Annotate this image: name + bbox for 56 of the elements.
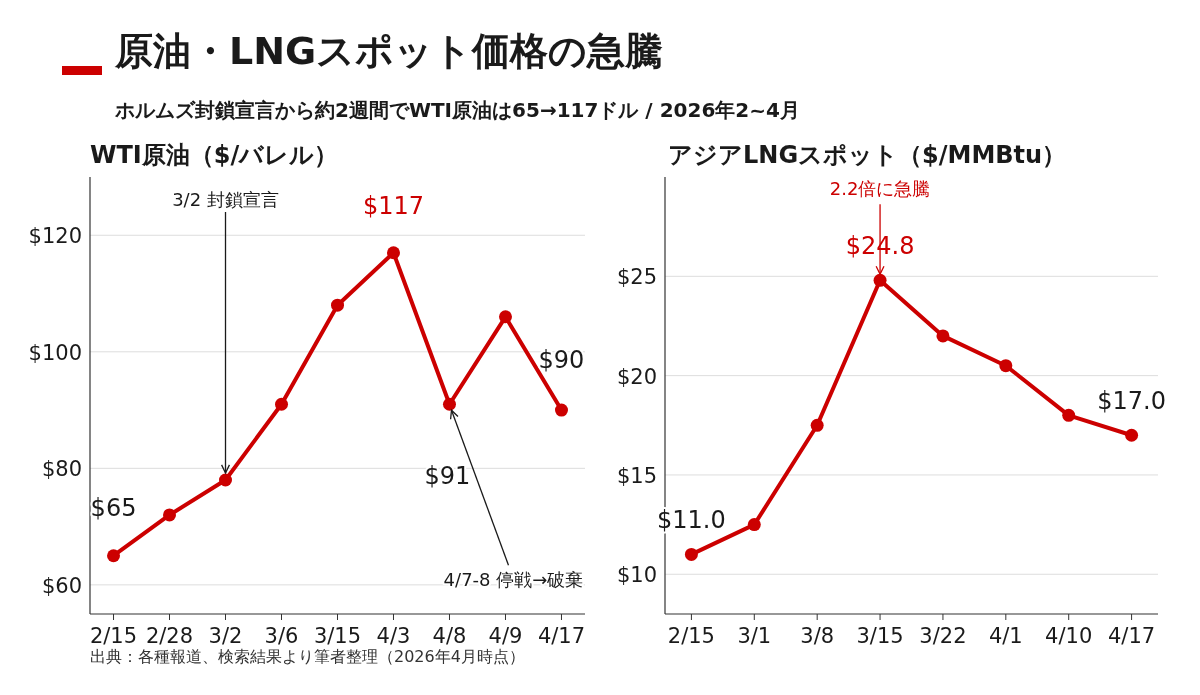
x-tick-label: 3/2 [208, 624, 243, 648]
annotation: $17.0 [1097, 387, 1166, 416]
x-tick-label: 4/17 [1108, 624, 1156, 648]
x-tick-label: 4/3 [376, 624, 411, 648]
x-tick-label: 3/8 [800, 624, 835, 648]
x-tick-label: 3/1 [737, 624, 772, 648]
y-tick-label: $60 [41, 573, 82, 598]
point [936, 329, 950, 343]
point [442, 397, 456, 411]
point [554, 403, 568, 417]
annotation: $91 [424, 462, 471, 491]
point [331, 298, 344, 312]
point [999, 359, 1013, 373]
x-tick-label: 2/28 [145, 624, 194, 648]
source-note: 出典：各種報道、検索結果より筆者整理（2026年4月時点） [90, 647, 525, 666]
y-tick-label: $10 [616, 563, 657, 588]
annotation: $11.0 [657, 506, 726, 535]
x-tick-label: 2/15 [89, 624, 138, 648]
x-tick-label: 3/15 [313, 624, 362, 648]
text: 原油・LNGスポット価格の急騰 [114, 29, 664, 73]
x-tick-label: 4/8 [432, 624, 467, 648]
x-tick-label: 4/9 [488, 624, 523, 648]
point [810, 418, 824, 432]
point [873, 273, 887, 287]
point [684, 547, 698, 561]
x-tick-label: 3/6 [264, 624, 299, 648]
annotation: $90 [538, 346, 585, 375]
point [498, 310, 512, 324]
x-tick-label: 2/15 [667, 624, 715, 648]
chart-title: アジアLNGスポット（$/MMBtu） [668, 141, 1067, 169]
y-tick-label: $100 [28, 340, 82, 365]
annotation: 2.2倍に急騰 [829, 178, 931, 200]
y-tick-label: $120 [28, 224, 82, 249]
annotation: 3/2 封鎖宣言 [172, 188, 279, 210]
annotation: $117 [362, 191, 425, 220]
point [107, 549, 121, 563]
x-tick-label: 4/1 [988, 624, 1023, 648]
y-tick-label: $15 [616, 463, 657, 488]
point [747, 518, 761, 532]
x-tick-label: 3/15 [856, 624, 904, 648]
point [219, 473, 233, 487]
x-tick-label: 3/22 [919, 624, 967, 648]
point [275, 397, 289, 411]
point [1062, 408, 1076, 422]
x-tick-label: 4/17 [537, 624, 586, 648]
y-tick-label: $20 [616, 364, 657, 389]
chart-title: WTI原油（$/バレル） [90, 141, 339, 169]
annotation: 4/7-8 停戦→破棄 [443, 569, 584, 591]
text: ホルムズ封鎖宣言から約2週間でWTI原油は65→117ドル / 2026年2~4月 [114, 98, 800, 122]
y-tick-label: $80 [41, 457, 82, 482]
y-tick-label: $25 [616, 265, 657, 290]
point [387, 246, 400, 260]
point [163, 508, 177, 522]
x-tick-label: 4/10 [1045, 624, 1093, 648]
point [1125, 428, 1139, 442]
annotation: $65 [90, 493, 137, 522]
